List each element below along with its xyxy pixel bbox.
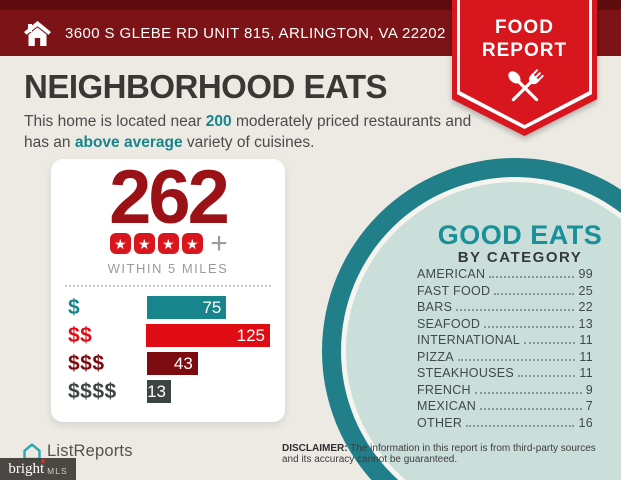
bar-row-price-1: $ 75 [68, 295, 270, 320]
category-value: 11 [579, 366, 593, 380]
dot-leader [484, 325, 575, 328]
badge-title: FOOD REPORT [452, 16, 597, 62]
category-label: INTERNATIONAL [417, 333, 520, 347]
tier-label: $$$ [68, 351, 105, 375]
bright-mls-dot-icon [41, 458, 46, 463]
category-label: STEAKHOUSES [417, 366, 515, 380]
category-value: 7 [585, 399, 593, 413]
category-label: SEAFOOD [417, 316, 481, 331]
category-value: 11 [579, 349, 593, 364]
star-icon: ★ [109, 233, 131, 255]
dot-leader [480, 408, 582, 410]
listreports-logo: ListReports [22, 442, 133, 461]
disclaimer-label: DISCLAIMER: [282, 443, 348, 454]
tier-label: $$ [68, 323, 93, 347]
star-icon: ★ [157, 233, 179, 255]
bar-row-price-2: $$ 125 [68, 323, 270, 348]
category-value: 16 [578, 415, 593, 430]
page-title: NEIGHBORHOOD EATS [24, 68, 388, 105]
radius-caption: WITHIN 5 MILES [107, 261, 229, 277]
category-value: 22 [578, 300, 593, 314]
bar-track: 75 [147, 296, 270, 320]
category-row: PIZZA 11 [417, 349, 593, 364]
bright-mls-watermark: bright MLS [0, 458, 76, 480]
category-value: 25 [578, 283, 593, 298]
category-value: 99 [578, 267, 593, 281]
category-row: SEAFOOD 13 [417, 316, 593, 331]
good-eats-subtitle: BY CATEGORY [457, 249, 583, 266]
bright-mls-caps: MLS [47, 466, 68, 476]
category-label: FAST FOOD [417, 283, 491, 298]
category-row: STEAKHOUSES 11 [417, 367, 593, 380]
plus-icon: + [210, 227, 228, 261]
price-tier-bar-chart: $ 75 $$ 125 $$$ 43 $$$$ 13 [51, 287, 285, 404]
category-label: OTHER [417, 415, 463, 430]
bar-row-price-4: $$$$ 13 [68, 379, 270, 404]
category-row: MEXICAN 7 [417, 400, 593, 413]
bar-track: 13 [147, 380, 270, 404]
dot-leader [474, 391, 582, 394]
bright-mls-wordmark: bright [8, 458, 46, 477]
badge-title-line2: REPORT [481, 40, 568, 61]
star-icon: ★ [133, 233, 155, 255]
category-value: 13 [578, 316, 593, 331]
restaurant-summary-card: 262 ★ ★ ★ ★ + WITHIN 5 MILES $ 75 $$ 125… [51, 159, 285, 422]
category-value: 9 [585, 382, 593, 397]
category-value: 11 [579, 333, 593, 347]
listreports-house-icon [22, 442, 42, 461]
listreports-wordmark: ListReports [47, 442, 133, 460]
star-icon: ★ [181, 233, 203, 255]
variety-highlight: above average [74, 134, 183, 151]
category-row: INTERNATIONAL 11 [417, 334, 593, 347]
rating-row: ★ ★ ★ ★ + [51, 227, 285, 261]
dot-leader [466, 424, 575, 427]
category-label: MEXICAN [417, 399, 477, 413]
category-row: AMERICAN 99 [417, 268, 593, 281]
tier-label: $ [68, 295, 81, 319]
food-report-badge: FOOD REPORT [452, 0, 597, 136]
category-row: OTHER 16 [417, 415, 593, 430]
header-top-strip [0, 0, 621, 10]
dot-leader [518, 375, 576, 377]
good-eats-title: GOOD EATS [437, 220, 603, 250]
category-row: FAST FOOD 25 [417, 283, 593, 298]
tier-label: $$$$ [68, 379, 117, 403]
badge-title-line1: FOOD [495, 17, 554, 38]
bar-fill: 43 [147, 352, 198, 376]
bar-row-price-3: $$$ 43 [68, 351, 270, 376]
dot-leader [523, 342, 576, 344]
intro-text: This home is located near 200 moderately… [24, 111, 471, 153]
dot-leader [457, 358, 576, 361]
category-row: BARS 22 [417, 301, 593, 314]
bar-fill: 75 [147, 296, 227, 320]
bar-fill: 13 [147, 380, 171, 404]
property-address: 3600 S GLEBE RD UNIT 815, ARLINGTON, VA … [65, 24, 446, 42]
total-restaurant-count: 262 [109, 155, 230, 240]
bar-track: 125 [145, 324, 270, 348]
bar-track: 43 [147, 352, 270, 376]
intro-line-2: has an above average variety of cuisines… [24, 134, 315, 151]
restaurant-count-highlight: 200 [205, 113, 232, 130]
house-icon [24, 20, 51, 46]
dotted-divider [65, 285, 271, 288]
category-label: FRENCH [417, 382, 471, 397]
category-row: FRENCH 9 [417, 382, 593, 397]
crossed-spoon-fork-icon [501, 64, 549, 117]
dot-leader [456, 309, 575, 311]
bar-fill: 125 [145, 324, 270, 348]
category-label: PIZZA [417, 349, 454, 364]
category-list: AMERICAN 99 FAST FOOD 25 BARS 22 SEAFOOD 13 … [417, 268, 593, 433]
category-label: AMERICAN [417, 267, 486, 281]
category-label: BARS [417, 300, 453, 314]
dot-leader [494, 292, 575, 295]
disclaimer-text: DISCLAIMER: The information in this repo… [282, 443, 596, 465]
intro-line-1: This home is located near 200 moderately… [24, 113, 472, 130]
dot-leader [489, 276, 575, 278]
